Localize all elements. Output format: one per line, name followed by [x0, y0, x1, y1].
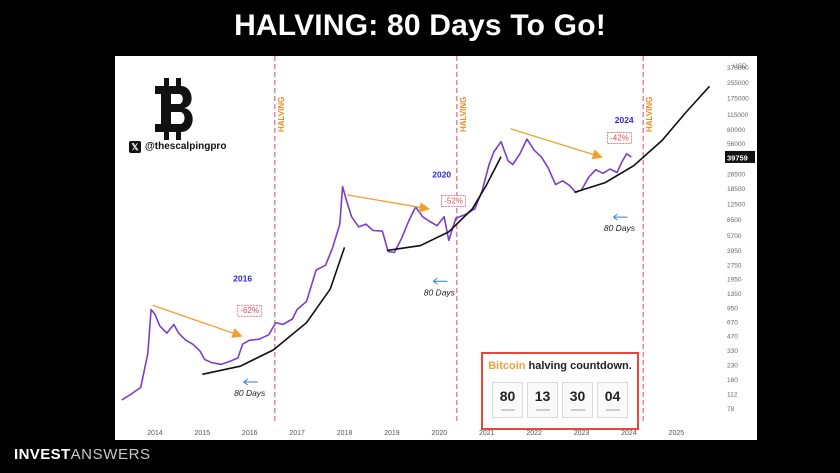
days-arrow-head: [243, 378, 249, 386]
trend-arrow: [152, 304, 243, 338]
x-tick-label: 2023: [574, 430, 590, 437]
days-arrow-head: [433, 277, 438, 285]
halving-label: HALVING: [459, 97, 468, 132]
support-curve: [574, 85, 711, 194]
y-tick-label: 78: [727, 406, 735, 413]
y-tick-label: 112: [727, 391, 738, 398]
y-tick-label: 12500: [727, 202, 745, 209]
days-label: 80 Days: [424, 287, 456, 297]
chart-panel: 78 112 160 230 330 470 670 950 1350 1950 2750 3950 5…: [115, 56, 757, 440]
brand-invest: INVEST: [14, 446, 71, 463]
x-tick-label: 2020: [432, 430, 448, 437]
y-tick-label: 5700: [727, 233, 742, 240]
trend-arrow: [346, 194, 431, 213]
x-tick-label: 2024: [621, 430, 637, 437]
countdown-title-rest: halving countdown.: [525, 360, 632, 372]
y-tick-label: 26500: [727, 171, 745, 178]
y-tick-label: 470: [727, 334, 738, 341]
x-tick-label: 2025: [669, 430, 685, 437]
y-tick-label: 670: [727, 319, 738, 326]
countdown-seconds-box: 04: [597, 382, 628, 418]
y-tick-label: 1350: [727, 291, 742, 298]
trend-arrow: [510, 128, 603, 160]
cycle-year-label: 2016: [233, 274, 252, 284]
y-tick-label: 330: [727, 348, 738, 355]
brand-logo: INVESTANSWERS: [14, 444, 151, 466]
halving-label: HALVING: [645, 97, 654, 132]
countdown-days-box: 80: [492, 382, 523, 418]
drawdown-label: -52%: [444, 197, 463, 206]
x-tick-label: 2014: [147, 430, 163, 437]
x-tick-label: 2021: [479, 430, 495, 437]
y-tick-label: 160: [727, 377, 738, 384]
cycle-year-label: 2020: [432, 169, 451, 179]
y-tick-label: 175000: [727, 95, 749, 102]
cycle-year-label: 2024: [615, 115, 634, 125]
y-tick-label: 80000: [727, 127, 745, 134]
x-logo-icon: 𝕏: [129, 141, 141, 153]
brand-answers: ANSWERS: [70, 446, 151, 463]
countdown-title-bitcoin: Bitcoin: [488, 360, 526, 372]
x-tick-label: 2022: [526, 430, 542, 437]
drawdown-box: [441, 195, 466, 207]
x-tick-label: 2015: [195, 430, 211, 437]
drawdown-box: [237, 304, 263, 317]
x-tick-label: 2018: [337, 430, 353, 437]
price-chart: 78 112 160 230 330 470 670 950 1350 1950 2750 3950 5…: [121, 56, 755, 437]
countdown-days: 80: [499, 388, 516, 404]
countdown-minutes: 30: [569, 388, 586, 404]
headline-title: HALVING: 80 Days To Go!: [234, 9, 606, 42]
countdown-minutes-box: 30: [562, 382, 593, 418]
y-tick-label: 230: [727, 362, 738, 369]
halving-label: HALVING: [277, 97, 286, 132]
x-tick-label: 2016: [242, 430, 258, 437]
handle-text: @thescalpingpro: [145, 141, 227, 152]
current-price-label: 39759: [727, 153, 748, 162]
days-label: 80 Days: [604, 223, 636, 233]
y-tick-label: 1950: [727, 276, 742, 283]
bitcoin-logo-icon: [155, 78, 193, 140]
current-price-tag: [725, 150, 755, 163]
y-tick-label: 56000: [727, 141, 745, 148]
support-curve: [202, 247, 346, 376]
drawdown-label: -62%: [240, 306, 259, 315]
x-tick-label: 2019: [384, 430, 400, 437]
countdown-title: Bitcoin halving countdown.: [483, 360, 637, 372]
countdown-hours: 13: [534, 388, 551, 404]
days-arrow-head: [613, 213, 618, 221]
y-unit-label: USD: [733, 63, 747, 70]
days-label: 80 Days: [234, 388, 266, 398]
drawdown-label: -42%: [610, 133, 629, 142]
y-tick-label: 370000: [727, 65, 749, 72]
y-tick-label: 8500: [727, 217, 742, 224]
y-tick-label: 3950: [727, 248, 742, 255]
x-tick-label: 2017: [289, 430, 305, 437]
support-curve: [387, 156, 502, 252]
countdown-hours-box: 13: [527, 382, 558, 418]
y-tick-label: 115000: [727, 112, 749, 119]
y-tick-label: 2750: [727, 262, 742, 269]
social-handle: 𝕏 @thescalpingpro: [129, 139, 226, 155]
y-tick-label: 255000: [727, 80, 749, 87]
y-tick-label: 950: [727, 305, 738, 312]
price-line: [121, 138, 632, 401]
countdown-seconds: 04: [604, 388, 621, 404]
y-tick-label: 18500: [727, 186, 745, 193]
halving-countdown-widget: Bitcoin halving countdown. 80 13 30 04: [481, 352, 639, 430]
